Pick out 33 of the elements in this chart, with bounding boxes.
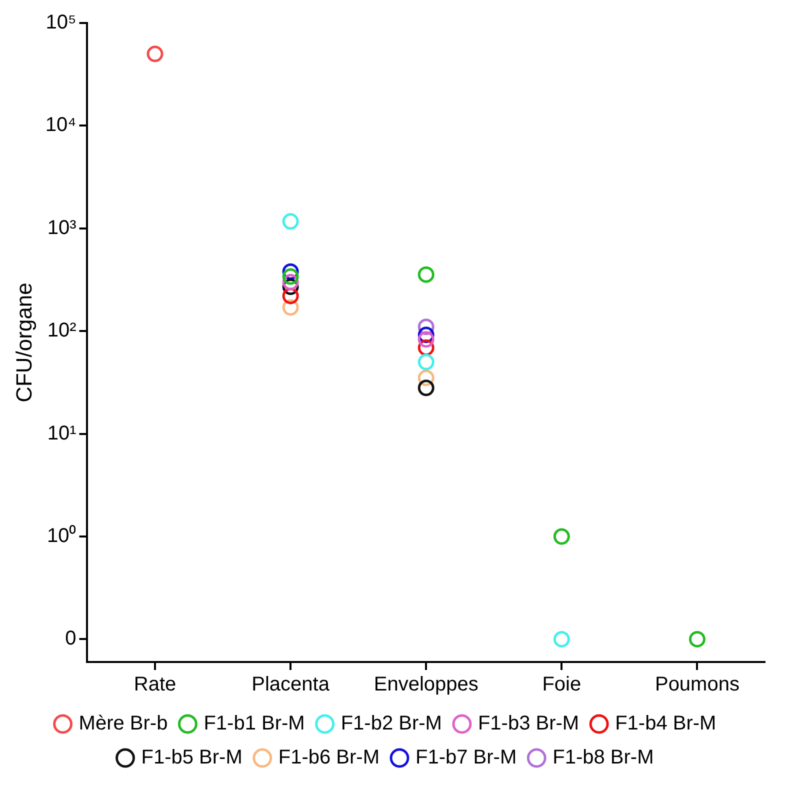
y-tick-label: 10³ [47,216,77,239]
y-tick-label: 0 [65,628,76,650]
point [418,354,434,370]
x-tick-label: Rate [134,674,176,696]
y-tick-label: 10¹ [47,422,77,444]
point [418,380,434,396]
point [282,268,299,285]
x-tick-label: Placenta [252,674,330,696]
x-tick-label: Foie [542,674,582,696]
point [418,331,434,348]
point [553,630,570,648]
legend-label: F1-b6 Br-M [278,746,380,769]
y-tick-label: 10² [47,320,77,342]
legend-label: F1-b2 Br-M [340,712,442,735]
point [418,266,434,283]
point [282,213,299,230]
y-tick-label: 10⁰ [46,524,76,548]
y-axis-title: CFU/organe [11,282,36,402]
point [146,46,164,62]
y-tick-label: 10⁴ [45,114,76,136]
x-tick-label: Enveloppes [374,674,478,696]
legend-label: F1-b3 Br-M [478,712,580,735]
legend-label: F1-b7 Br-M [416,746,517,769]
legend-label: F1-b1 Br-M [204,712,305,735]
legend-label: F1-b4 Br-M [615,712,716,735]
y-tick-label: 10⁵ [46,12,76,34]
point [553,528,570,545]
point [418,370,434,386]
legend-label: F1-b8 Br-M [552,746,654,769]
x-tick-label: Poumons [654,674,740,696]
point [688,630,706,648]
legend-label: Mère Br-b [78,712,168,735]
legend-label: F1-b5 Br-M [141,746,242,769]
